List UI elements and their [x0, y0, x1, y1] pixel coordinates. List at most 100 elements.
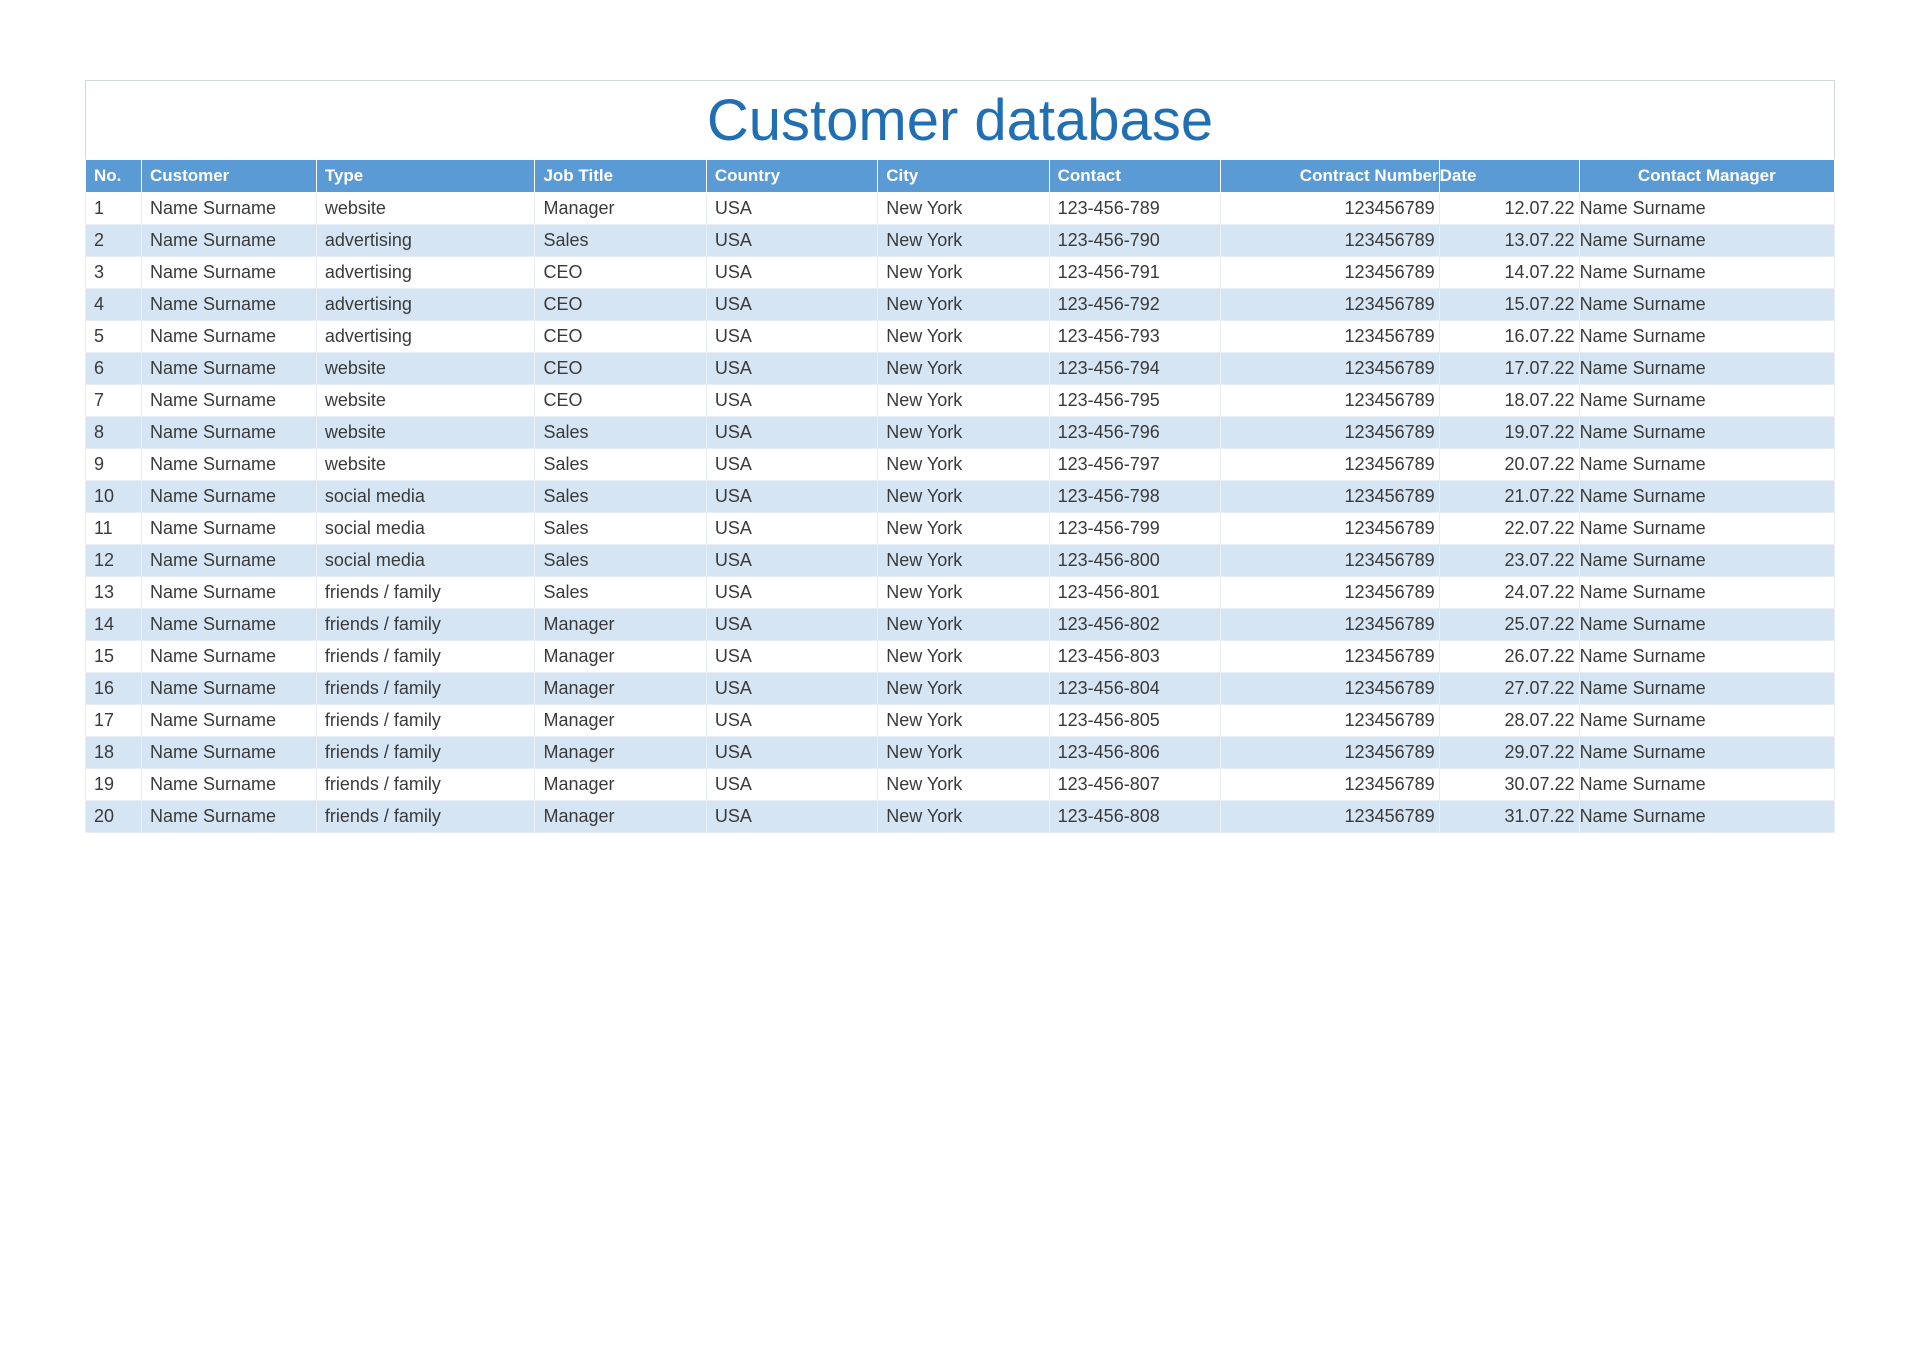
cell-manager: Name Surname [1579, 480, 1834, 512]
cell-contact: 123-456-805 [1049, 704, 1220, 736]
table-body: 1Name SurnamewebsiteManagerUSANew York12… [86, 192, 1835, 832]
table-row: 2Name SurnameadvertisingSalesUSANew York… [86, 224, 1835, 256]
cell-contract: 123456789 [1221, 672, 1440, 704]
cell-city: New York [878, 192, 1049, 224]
cell-country: USA [706, 320, 877, 352]
table-header: No. Customer Type Job Title Country City… [86, 159, 1835, 192]
cell-type: friends / family [316, 608, 535, 640]
table-row: 10Name Surnamesocial mediaSalesUSANew Yo… [86, 480, 1835, 512]
cell-contract: 123456789 [1221, 224, 1440, 256]
cell-customer: Name Surname [141, 224, 316, 256]
cell-date: 29.07.22 [1439, 736, 1579, 768]
cell-contract: 123456789 [1221, 640, 1440, 672]
cell-country: USA [706, 480, 877, 512]
cell-country: USA [706, 736, 877, 768]
cell-city: New York [878, 416, 1049, 448]
cell-city: New York [878, 480, 1049, 512]
table-row: 14Name Surnamefriends / familyManagerUSA… [86, 608, 1835, 640]
cell-manager: Name Surname [1579, 736, 1834, 768]
cell-no: 7 [86, 384, 142, 416]
cell-date: 27.07.22 [1439, 672, 1579, 704]
table-row: 18Name Surnamefriends / familyManagerUSA… [86, 736, 1835, 768]
col-country: Country [706, 159, 877, 192]
cell-no: 11 [86, 512, 142, 544]
cell-contact: 123-456-807 [1049, 768, 1220, 800]
cell-no: 6 [86, 352, 142, 384]
cell-manager: Name Surname [1579, 256, 1834, 288]
cell-country: USA [706, 288, 877, 320]
cell-customer: Name Surname [141, 416, 316, 448]
cell-contract: 123456789 [1221, 576, 1440, 608]
table-row: 6Name SurnamewebsiteCEOUSANew York123-45… [86, 352, 1835, 384]
cell-manager: Name Surname [1579, 192, 1834, 224]
cell-job: Manager [535, 704, 706, 736]
cell-job: Manager [535, 768, 706, 800]
col-date: Date [1439, 159, 1579, 192]
cell-no: 1 [86, 192, 142, 224]
cell-no: 3 [86, 256, 142, 288]
cell-date: 28.07.22 [1439, 704, 1579, 736]
table-row: 12Name Surnamesocial mediaSalesUSANew Yo… [86, 544, 1835, 576]
cell-manager: Name Surname [1579, 800, 1834, 832]
cell-customer: Name Surname [141, 672, 316, 704]
cell-type: friends / family [316, 672, 535, 704]
cell-type: friends / family [316, 800, 535, 832]
cell-manager: Name Surname [1579, 544, 1834, 576]
cell-city: New York [878, 608, 1049, 640]
table-row: 16Name Surnamefriends / familyManagerUSA… [86, 672, 1835, 704]
cell-customer: Name Surname [141, 736, 316, 768]
cell-job: CEO [535, 320, 706, 352]
cell-city: New York [878, 288, 1049, 320]
cell-customer: Name Surname [141, 320, 316, 352]
cell-city: New York [878, 448, 1049, 480]
cell-date: 25.07.22 [1439, 608, 1579, 640]
cell-date: 26.07.22 [1439, 640, 1579, 672]
cell-customer: Name Surname [141, 640, 316, 672]
customer-database-sheet: Customer database No. Customer Type Job … [85, 80, 1835, 833]
cell-no: 20 [86, 800, 142, 832]
cell-manager: Name Surname [1579, 768, 1834, 800]
cell-job: CEO [535, 352, 706, 384]
cell-contact: 123-456-803 [1049, 640, 1220, 672]
cell-contract: 123456789 [1221, 448, 1440, 480]
cell-manager: Name Surname [1579, 224, 1834, 256]
cell-type: advertising [316, 320, 535, 352]
cell-job: Sales [535, 416, 706, 448]
cell-date: 15.07.22 [1439, 288, 1579, 320]
cell-type: advertising [316, 288, 535, 320]
cell-manager: Name Surname [1579, 512, 1834, 544]
cell-contact: 123-456-796 [1049, 416, 1220, 448]
cell-type: website [316, 416, 535, 448]
cell-no: 14 [86, 608, 142, 640]
cell-date: 14.07.22 [1439, 256, 1579, 288]
cell-contact: 123-456-804 [1049, 672, 1220, 704]
cell-customer: Name Surname [141, 256, 316, 288]
cell-job: Sales [535, 512, 706, 544]
cell-customer: Name Surname [141, 480, 316, 512]
cell-job: Manager [535, 672, 706, 704]
cell-manager: Name Surname [1579, 576, 1834, 608]
cell-customer: Name Surname [141, 352, 316, 384]
cell-no: 12 [86, 544, 142, 576]
cell-country: USA [706, 640, 877, 672]
cell-date: 22.07.22 [1439, 512, 1579, 544]
cell-contact: 123-456-802 [1049, 608, 1220, 640]
col-contract: Contract Number [1221, 159, 1440, 192]
cell-city: New York [878, 256, 1049, 288]
cell-contact: 123-456-806 [1049, 736, 1220, 768]
cell-job: Sales [535, 448, 706, 480]
cell-no: 18 [86, 736, 142, 768]
cell-country: USA [706, 544, 877, 576]
cell-job: Manager [535, 608, 706, 640]
col-contact: Contact [1049, 159, 1220, 192]
cell-country: USA [706, 448, 877, 480]
cell-contact: 123-456-799 [1049, 512, 1220, 544]
cell-date: 12.07.22 [1439, 192, 1579, 224]
cell-contact: 123-456-790 [1049, 224, 1220, 256]
cell-city: New York [878, 704, 1049, 736]
cell-job: Manager [535, 736, 706, 768]
cell-customer: Name Surname [141, 512, 316, 544]
cell-type: friends / family [316, 736, 535, 768]
cell-type: social media [316, 544, 535, 576]
cell-date: 18.07.22 [1439, 384, 1579, 416]
